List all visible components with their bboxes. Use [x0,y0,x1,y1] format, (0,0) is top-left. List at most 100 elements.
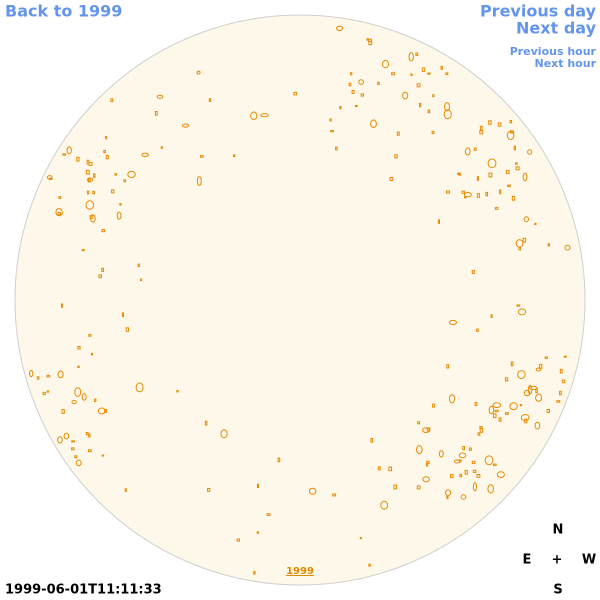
contour [432,94,435,98]
contour [516,304,521,307]
contour [236,538,240,542]
contour [196,70,201,75]
contour [176,389,179,393]
contour [360,93,365,97]
contour [488,172,493,178]
previous-hour-link[interactable]: Previous hour [510,45,597,58]
contour [464,192,472,198]
timestamp: 1999-06-01T11:11:33 [5,583,162,598]
contour [85,432,89,436]
previous-day-link[interactable]: Previous day [480,2,597,21]
contour [487,158,497,169]
contour [490,314,493,319]
contour [63,432,70,440]
contour [207,488,211,492]
contour [46,390,50,393]
contour [535,367,542,372]
contour [462,445,465,451]
contour [464,469,468,475]
contour [74,387,82,397]
contour [518,247,522,251]
contour [528,385,538,390]
contour [515,162,518,165]
contour [42,391,46,396]
contour [36,376,40,380]
contour [29,370,34,378]
contour [539,363,543,369]
contour [437,219,440,224]
contour [93,173,96,178]
contour [509,130,514,134]
contour [350,72,353,76]
contour [88,433,91,438]
contour [431,130,435,135]
contour [141,152,149,158]
contour [415,52,419,57]
contour [111,189,115,194]
contour [58,196,62,199]
contour [74,455,78,459]
contour [256,531,260,534]
contour [563,355,567,358]
contour [61,409,65,414]
compass-center: + [552,553,563,568]
contour [464,147,471,156]
contour [460,494,467,500]
contour [370,119,377,128]
next-hour-link[interactable]: Next hour [535,57,597,70]
compass-north: N [553,523,564,538]
contour [200,155,204,158]
contour [448,319,458,326]
contour [498,417,502,422]
contour [348,82,352,87]
disk-year-link[interactable]: 1999 [286,566,314,577]
contour [87,190,90,195]
contour [522,237,527,243]
contour [534,222,537,226]
contour [135,382,144,393]
contour [293,91,298,96]
contour [547,243,550,247]
contour [485,191,488,197]
contour [90,214,96,223]
contour [394,154,398,159]
contour [266,513,271,516]
contour [62,153,67,156]
contour [459,473,463,478]
contour [393,484,398,490]
contour [336,25,344,32]
contour [444,102,450,112]
contour [389,177,394,181]
magnetogram-contours [29,25,571,575]
contour [233,154,236,158]
contour [417,421,421,425]
contour [309,487,317,495]
contour [55,208,63,217]
contour [509,120,513,124]
contour [515,166,520,171]
contour [332,493,337,497]
next-day-link[interactable]: Next day [516,19,597,38]
contour [517,370,526,380]
contour [527,149,533,155]
contour [509,402,518,411]
contour [488,405,495,415]
contour [66,146,72,155]
contour [450,474,454,479]
contour [94,398,97,403]
contour [92,190,96,195]
contour [464,196,467,199]
contour [377,466,381,471]
contour [446,496,449,500]
back-link[interactable]: Back to 1999 [5,2,122,21]
contour [71,447,75,451]
contour [85,200,95,210]
contour [492,402,502,409]
contour [479,426,483,430]
contour [564,244,571,251]
contour [391,72,395,76]
contour [472,482,477,492]
contour [504,377,509,382]
contour [505,412,509,415]
